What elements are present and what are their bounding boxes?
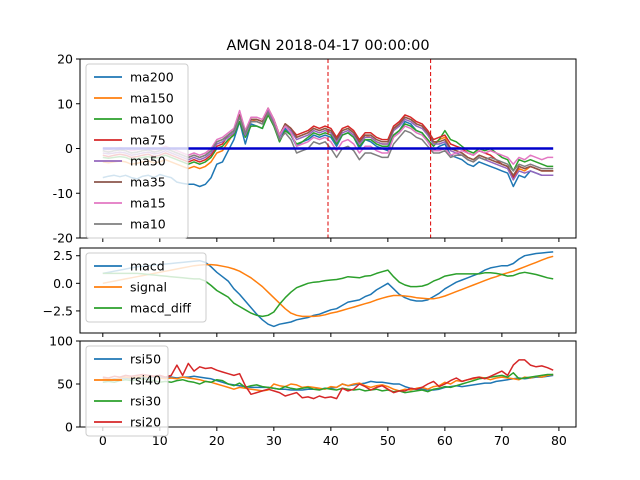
y-tick-label: 100: [49, 334, 73, 349]
y-tick-label: -10: [53, 186, 73, 201]
y-tick-label: 0: [65, 420, 73, 435]
y-tick-label: 2.5: [53, 248, 73, 263]
x-tick-label: 40: [323, 433, 339, 448]
legend-label-macd_diff: macd_diff: [130, 301, 191, 316]
series-line-rsi30: [102, 372, 554, 394]
y-tick-label: 0.0: [53, 276, 73, 291]
plot-area: [102, 359, 554, 400]
x-tick-label: 30: [266, 433, 282, 448]
legend-label-ma75: ma75: [130, 133, 166, 148]
x-tick-label: 60: [437, 433, 453, 448]
chart-title: AMGN 2018-04-17 00:00:00: [226, 38, 429, 54]
x-tick-label: 10: [152, 433, 168, 448]
legend: ma200 ma150 ma100 ma75 ma50 ma35 ma15 ma10: [85, 63, 189, 239]
y-tick-label: 0: [65, 141, 73, 156]
axes-frame: [79, 247, 577, 334]
legend-label-macd: macd: [130, 259, 165, 274]
x-tick-label: 70: [494, 433, 510, 448]
legend-label-ma10: ma10: [130, 217, 166, 232]
y-tick-label: -20: [53, 231, 73, 246]
y-tick-label: 20: [57, 52, 73, 67]
legend-label-rsi50: rsi50: [130, 352, 161, 367]
legend-label-rsi40: rsi40: [130, 373, 161, 388]
legend-label-signal: signal: [130, 280, 167, 295]
series-line-rsi20: [102, 359, 554, 400]
legend: macd signal macd_diff: [85, 252, 207, 323]
legend-label-ma150: ma150: [130, 91, 174, 106]
legend-label-rsi20: rsi20: [130, 415, 161, 430]
x-tick-label: 20: [209, 433, 225, 448]
legend-label-ma35: ma35: [130, 175, 166, 190]
x-tick-label: 0: [99, 433, 107, 448]
legend-label-rsi30: rsi30: [130, 394, 161, 409]
legend-label-ma50: ma50: [130, 154, 166, 169]
legend-box: [85, 252, 207, 323]
legend: rsi50 rsi40 rsi30 rsi20: [85, 345, 169, 437]
y-tick-label: 10: [57, 96, 73, 111]
x-tick-label: 50: [380, 433, 396, 448]
moving-averages-panel: -20-1001020ma200ma150ma100ma75ma50ma35ma…: [53, 52, 577, 246]
legend-label-ma15: ma15: [130, 196, 166, 211]
y-tick-label: 50: [57, 377, 73, 392]
legend-box: [85, 345, 169, 437]
legend-box: [85, 63, 189, 239]
x-tick-label: 80: [551, 433, 567, 448]
macd-panel: −2.5 0.0 2.5 macd signal macd_diff: [43, 247, 577, 337]
legend-label-ma200: ma200: [130, 70, 174, 85]
y-tick-label: −2.5: [43, 303, 73, 318]
legend-label-ma100: ma100: [130, 112, 174, 127]
